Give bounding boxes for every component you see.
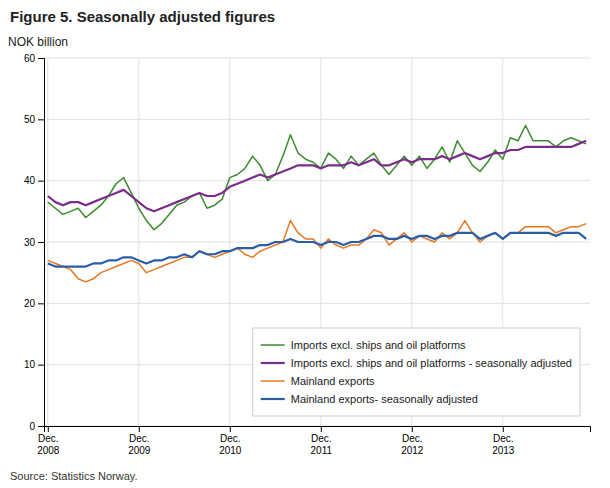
- line: [48, 233, 586, 267]
- lines: [48, 125, 586, 281]
- grid-line: [138, 58, 139, 426]
- tick-label: Dec.2011: [311, 433, 333, 456]
- tick-mark: [38, 181, 44, 182]
- tick-label: Dec.2010: [219, 433, 242, 456]
- tick-label: 20: [24, 298, 36, 309]
- tick: Dec.2010: [219, 426, 242, 456]
- line: [48, 221, 586, 282]
- y-axis: 0 10 20 30 40 50 60: [24, 53, 45, 432]
- tick: 30: [24, 237, 44, 248]
- tick: Dec.2008: [37, 426, 60, 456]
- tick: Dec.2009: [128, 426, 151, 456]
- tick-mark: [38, 242, 44, 243]
- tick: 20: [24, 298, 44, 309]
- tick-mark: [321, 426, 322, 432]
- tick-mark: [38, 58, 44, 59]
- legend-swatch: [261, 398, 285, 400]
- legend-swatch: [261, 362, 285, 364]
- tick-label: 30: [24, 237, 36, 248]
- tick-label: Dec.2013: [492, 433, 515, 456]
- tick-mark: [230, 426, 231, 432]
- source: Source: Statistics Norway.: [10, 470, 138, 482]
- tick-label: Dec.2009: [128, 433, 151, 456]
- tick: 10: [24, 359, 44, 370]
- tick-mark: [412, 426, 413, 432]
- legend-item: Mainland exports- seasonally adjusted: [261, 393, 478, 405]
- tick: Dec.2011: [311, 426, 333, 456]
- y-axis-title: NOK billion: [8, 35, 68, 49]
- legend-label: Imports excl. ships and oil platforms - …: [291, 357, 572, 369]
- tick-mark: [38, 426, 44, 427]
- tick-mark: [503, 426, 504, 432]
- tick-mark: [38, 303, 44, 304]
- axis-line: [38, 59, 45, 427]
- tick-mark: [48, 426, 49, 432]
- tick: 40: [24, 175, 44, 186]
- legend-item: Imports excl. ships and oil platforms - …: [261, 357, 572, 369]
- line: [48, 141, 586, 212]
- tick-label: Dec.2008: [37, 433, 60, 456]
- tick-mark: [38, 119, 44, 120]
- tick-mark: [139, 426, 140, 432]
- tick-label: 60: [24, 53, 36, 64]
- grid-line: [229, 58, 230, 426]
- tick-label: Dec.2012: [401, 433, 424, 456]
- legend: Imports excl. ships and oil platforms Imp…: [253, 328, 580, 416]
- tick-label: 0: [29, 421, 35, 432]
- tick-label: 40: [24, 175, 36, 186]
- chart: Figure 5. Seasonally adjusted figures NOK…: [0, 0, 610, 488]
- axis-line: [45, 427, 591, 433]
- grid-line: [44, 58, 590, 59]
- legend-label: Mainland exports- seasonally adjusted: [291, 393, 478, 405]
- legend-item: Imports excl. ships and oil platforms: [261, 339, 466, 351]
- grid-line: [44, 119, 590, 120]
- tick: 0: [29, 421, 44, 432]
- legend-label: Mainland exports: [291, 375, 375, 387]
- legend-frame: [253, 328, 580, 416]
- title: Figure 5. Seasonally adjusted figures: [10, 8, 275, 25]
- legend-item: Mainland exports: [261, 375, 375, 387]
- tick: Dec.2013: [492, 426, 515, 456]
- tick: Dec.2012: [401, 426, 424, 456]
- grid: [44, 58, 590, 426]
- grid-line: [47, 58, 48, 426]
- tick: 50: [24, 114, 44, 125]
- legend-label: Imports excl. ships and oil platforms: [291, 339, 466, 351]
- legend-swatch: [261, 380, 285, 382]
- tick: 60: [24, 53, 44, 64]
- grid-line: [44, 303, 590, 304]
- x-axis: Dec.2008 Dec.2009 Dec.2010 Dec.2011 Dec.2012…: [37, 426, 590, 456]
- plot: NOK billion 0 10 20 30 40 50 60 Dec.2008 Dec.2009…: [8, 35, 591, 456]
- tick-label: 10: [24, 359, 36, 370]
- line: [48, 125, 586, 229]
- tick-mark: [38, 365, 44, 366]
- tick-label: 50: [24, 114, 36, 125]
- legend-swatch: [261, 344, 285, 346]
